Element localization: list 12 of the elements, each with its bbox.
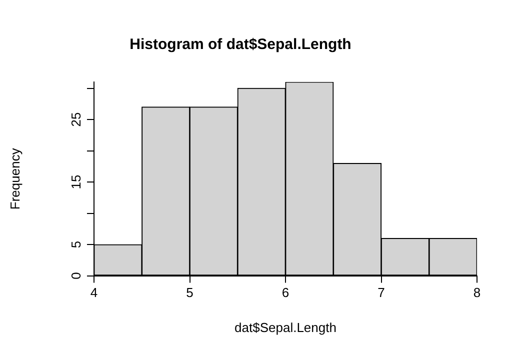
x-tick-label: 6 [282, 285, 290, 300]
x-tick-label: 5 [186, 285, 194, 300]
x-axis-title: dat$Sepal.Length [234, 320, 336, 335]
y-tick-label: 15 [68, 174, 84, 190]
y-tick-label: 0 [68, 272, 84, 280]
x-tick-label: 7 [378, 285, 385, 300]
x-tick-label: 8 [473, 285, 481, 300]
chart-title: Histogram of dat$Sepal.Length [130, 36, 352, 54]
y-axis-title: Frequency [7, 148, 22, 210]
y-tick-label: 25 [68, 112, 84, 127]
y-tick-label: 5 [68, 240, 84, 248]
x-tick-label: 4 [90, 285, 98, 300]
